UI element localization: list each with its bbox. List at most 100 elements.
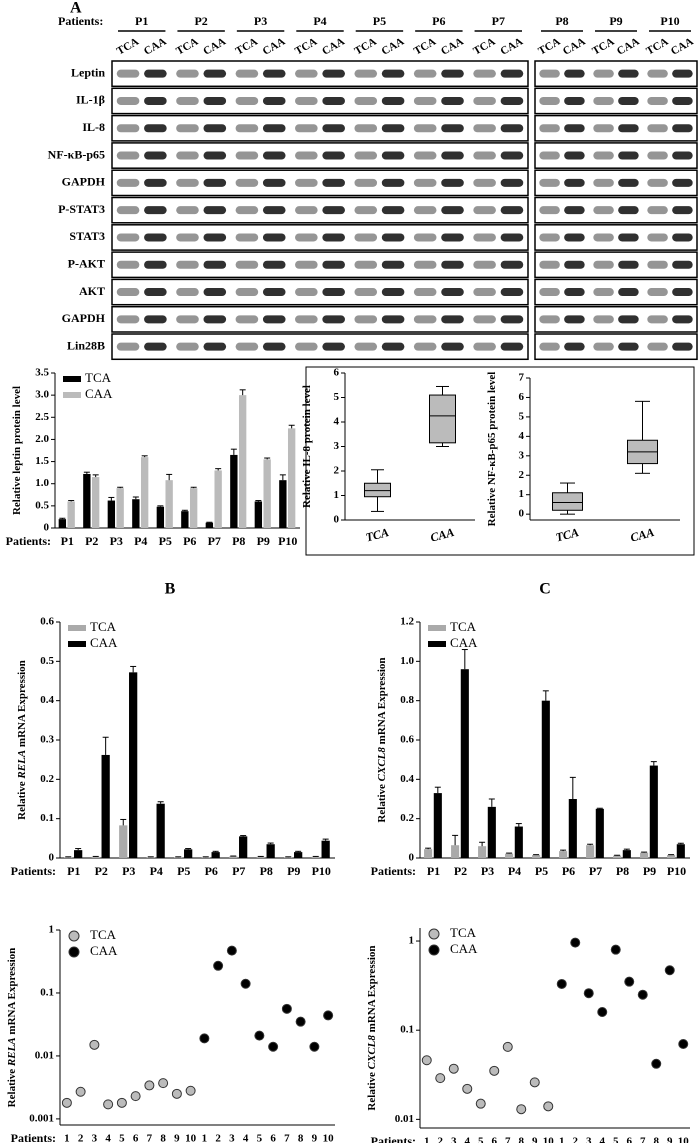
blot-band xyxy=(295,151,318,160)
blot-band xyxy=(500,233,524,242)
blot-band xyxy=(593,315,614,324)
y-tick-label: 0 xyxy=(49,852,55,864)
blot-band xyxy=(539,260,560,269)
blot-band xyxy=(381,206,405,215)
error-bar xyxy=(102,736,109,755)
blot-band xyxy=(441,124,464,133)
blot-patient: P4 xyxy=(313,14,326,28)
error-bar xyxy=(650,761,657,766)
bar xyxy=(174,857,183,858)
y-tick-label: 5 xyxy=(334,391,340,403)
blot-band xyxy=(144,178,167,187)
blot-band xyxy=(672,69,693,78)
blot-band xyxy=(176,315,199,324)
blot-band xyxy=(262,288,286,297)
y-tick-label: 2 xyxy=(334,465,340,477)
blot-band xyxy=(593,151,614,160)
y-tick-label: 6 xyxy=(334,367,340,379)
blot-band xyxy=(322,178,345,187)
y-tick-label: 1 xyxy=(519,488,525,500)
error-bar xyxy=(479,841,486,847)
error-bar xyxy=(288,424,295,429)
y-axis-label-part: RELA xyxy=(6,1037,18,1067)
blot-band xyxy=(176,206,199,215)
blot-band xyxy=(500,124,524,133)
blot-band xyxy=(354,288,378,297)
blot-lane-label: CAA xyxy=(261,35,288,57)
y-axis-label-part: mRNA Expression xyxy=(366,945,378,1035)
bar xyxy=(181,511,189,528)
blot-band xyxy=(144,315,167,324)
blot-frame xyxy=(534,333,698,361)
error-bar xyxy=(92,474,99,478)
blot-band xyxy=(381,233,405,242)
blot-band xyxy=(381,260,405,269)
point xyxy=(502,1041,513,1052)
blot-band xyxy=(262,69,286,78)
error-bar xyxy=(230,448,237,455)
y-tick-label: 0.6 xyxy=(400,734,414,746)
legend-label: CAA xyxy=(85,386,113,401)
blot-band xyxy=(144,342,167,351)
legend-label: TCA xyxy=(85,370,112,385)
blot-lane-label: CAA xyxy=(439,35,466,57)
x-tick-label: 4 xyxy=(105,1133,111,1143)
blot-band xyxy=(647,178,668,187)
bar xyxy=(451,845,460,858)
x-tick-label: 8 xyxy=(654,1136,660,1143)
blot-band xyxy=(593,69,614,78)
blot-band xyxy=(116,69,140,78)
blot-band xyxy=(539,124,560,133)
x-axis-label: Patients: xyxy=(371,864,416,878)
bar xyxy=(201,857,210,858)
blot-band xyxy=(647,342,668,351)
bar xyxy=(667,855,676,858)
legend-swatch xyxy=(68,625,86,631)
y-tick-label: 0.5 xyxy=(35,499,49,511)
blot-band xyxy=(647,206,668,215)
blot-band xyxy=(593,342,614,351)
blot-frame xyxy=(534,114,698,142)
blot-row-label: P-AKT xyxy=(68,257,105,271)
y-tick-label: 2 xyxy=(519,469,525,481)
blot-band xyxy=(322,124,345,133)
x-tick-label: P6 xyxy=(183,534,196,548)
blot-band xyxy=(500,151,524,160)
error-bar xyxy=(212,850,219,853)
blot-band xyxy=(564,342,585,351)
point xyxy=(226,945,237,956)
blot-patient: P10 xyxy=(660,14,679,28)
blot-band xyxy=(235,260,259,269)
blot-band xyxy=(647,69,668,78)
blot-band xyxy=(381,96,405,105)
bar xyxy=(676,844,685,858)
blot-row-label: P-STAT3 xyxy=(58,202,105,216)
error-bar xyxy=(267,842,274,845)
x-tick-label: P10 xyxy=(667,864,686,878)
x-tick-label: P1 xyxy=(61,534,74,548)
blot-band xyxy=(539,151,560,160)
blot-band xyxy=(413,151,437,160)
x-tick-label: 8 xyxy=(298,1133,304,1143)
point xyxy=(213,960,224,971)
error-bar xyxy=(185,848,192,850)
error-bar xyxy=(569,776,576,799)
bar xyxy=(613,855,622,858)
error-bar xyxy=(264,457,271,460)
blot-band xyxy=(618,178,639,187)
blot-lane-label: TCA xyxy=(352,36,378,58)
blot-band xyxy=(354,178,378,187)
error-bar xyxy=(239,389,246,396)
blot-frame xyxy=(111,305,529,333)
blot-band xyxy=(354,151,378,160)
blot-band xyxy=(262,206,286,215)
blot-frame xyxy=(111,87,529,115)
bar xyxy=(91,856,100,858)
x-tick-label: P9 xyxy=(643,864,656,878)
point xyxy=(421,1055,432,1066)
blot-band xyxy=(144,124,167,133)
blot-band xyxy=(262,96,286,105)
x-tick-label: 10 xyxy=(323,1133,335,1143)
y-tick-label: 0.8 xyxy=(400,694,414,706)
blot-band xyxy=(295,315,318,324)
